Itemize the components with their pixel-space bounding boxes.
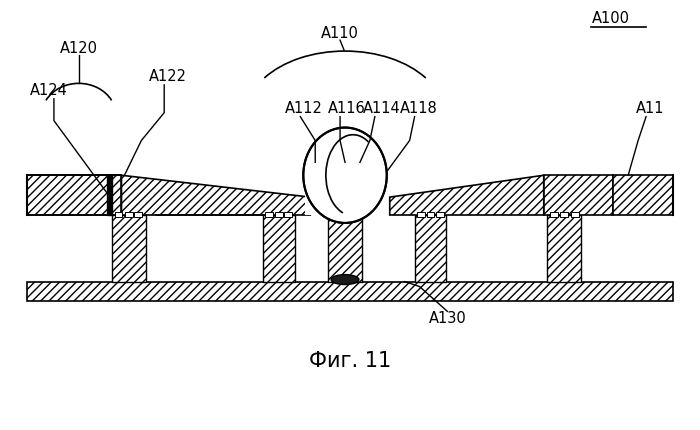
Polygon shape bbox=[547, 215, 582, 282]
Polygon shape bbox=[262, 215, 295, 282]
Text: A116: A116 bbox=[328, 101, 366, 116]
Bar bbox=[416, 212, 424, 217]
Bar bbox=[305, 170, 385, 215]
Bar bbox=[115, 212, 122, 217]
Text: A114: A114 bbox=[363, 101, 400, 116]
Bar bbox=[106, 175, 111, 215]
Bar bbox=[350, 212, 358, 217]
Polygon shape bbox=[27, 175, 122, 215]
Ellipse shape bbox=[303, 128, 387, 223]
Text: A11: A11 bbox=[636, 101, 664, 116]
Bar bbox=[559, 212, 568, 217]
Text: A118: A118 bbox=[400, 101, 438, 116]
Bar bbox=[340, 212, 348, 217]
Bar bbox=[276, 212, 284, 217]
Bar bbox=[284, 212, 293, 217]
Bar bbox=[570, 212, 578, 217]
Polygon shape bbox=[27, 282, 673, 301]
Polygon shape bbox=[544, 175, 613, 215]
Polygon shape bbox=[111, 215, 146, 282]
Ellipse shape bbox=[331, 275, 359, 285]
Bar bbox=[265, 212, 272, 217]
Text: Фиг. 11: Фиг. 11 bbox=[309, 351, 391, 371]
Bar bbox=[426, 212, 435, 217]
Text: A122: A122 bbox=[149, 69, 188, 84]
Text: A100: A100 bbox=[592, 11, 629, 26]
Text: A112: A112 bbox=[284, 101, 322, 116]
Polygon shape bbox=[328, 215, 362, 282]
Bar bbox=[436, 212, 445, 217]
Bar bbox=[330, 212, 338, 217]
Text: A124: A124 bbox=[30, 83, 68, 98]
Polygon shape bbox=[414, 215, 447, 282]
Polygon shape bbox=[390, 175, 544, 215]
Text: A130: A130 bbox=[428, 311, 466, 326]
Text: A110: A110 bbox=[321, 26, 359, 41]
Text: A120: A120 bbox=[60, 41, 98, 56]
Polygon shape bbox=[122, 175, 310, 215]
Bar bbox=[550, 212, 558, 217]
Bar bbox=[125, 212, 134, 217]
Bar bbox=[134, 212, 142, 217]
Polygon shape bbox=[613, 175, 673, 215]
